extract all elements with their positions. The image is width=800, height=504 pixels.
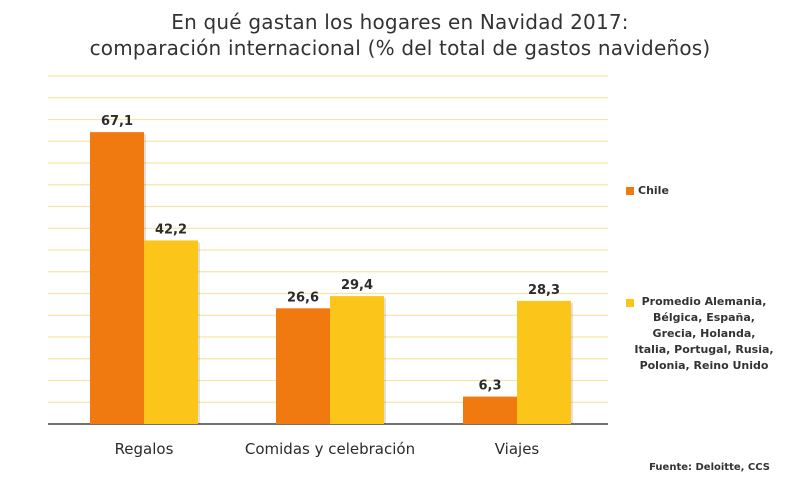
data-label-chile-regalos: 67,1 (101, 114, 133, 129)
bar-promedio-viajes (517, 300, 571, 424)
legend-swatch-chile (626, 187, 634, 195)
data-label-promedio-regalos: 42,2 (155, 222, 187, 237)
data-label-chile-comidas: 26,6 (287, 290, 319, 305)
bar-promedio-regalos (144, 240, 198, 424)
chart-title-line-2: comparación internacional (% del total d… (89, 36, 711, 60)
category-label-regalos: Regalos (115, 440, 174, 458)
data-label-promedio-viajes: 28,3 (528, 283, 560, 298)
category-label-comidas: Comidas y celebración (245, 440, 415, 458)
data-label-promedio-comidas: 29,4 (341, 278, 373, 293)
data-label-chile-viajes: 6,3 (478, 379, 501, 394)
bar-chile-viajes (463, 396, 517, 424)
legend-label-promedio: Promedio Alemania, Bélgica, España, Grec… (634, 295, 774, 372)
category-label-viajes: Viajes (495, 440, 540, 458)
chart-title-line-1: En qué gastan los hogares en Navidad 201… (171, 10, 629, 34)
bar-chile-regalos (90, 132, 144, 425)
bar-promedio-comidas (330, 296, 384, 424)
bar-chile-comidas (276, 308, 330, 424)
legend-label-chile: Chile (638, 184, 669, 197)
legend-swatch-promedio (626, 299, 634, 307)
source-note: Fuente: Deloitte, CCS (649, 462, 770, 473)
